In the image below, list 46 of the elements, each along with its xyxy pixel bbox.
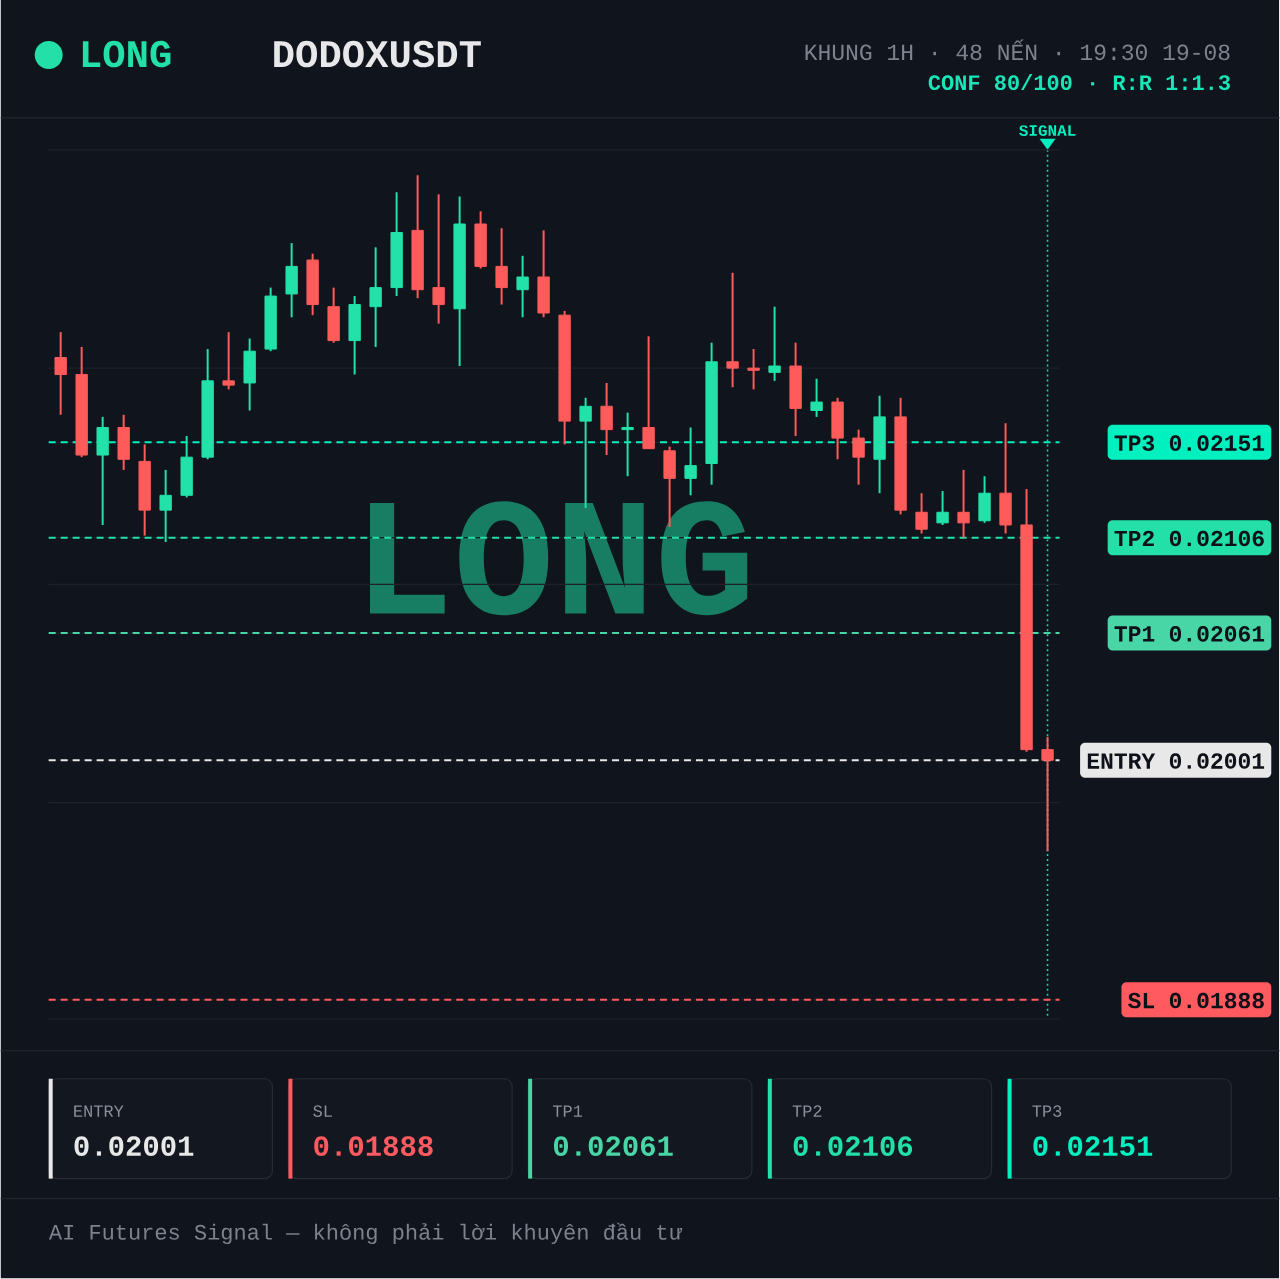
text: KHUNG 1H · 48 NẾN · 19:30 19-08 — [805, 39, 1230, 61]
text: TP2 — [792, 1105, 822, 1117]
ref-line-label: SL — [1128, 993, 1155, 1009]
candlestick — [54, 331, 67, 417]
candlestick — [222, 331, 235, 391]
candlestick — [852, 428, 865, 486]
chart-subtitle: DODOXUSDT — [274, 41, 481, 68]
candlestick — [369, 246, 382, 349]
text: TP3 — [1032, 1105, 1062, 1118]
ref-line-label: ENTRY — [1087, 753, 1156, 769]
text: 0.02151 — [1033, 1136, 1153, 1157]
y-tick-label: 0.02106 — [1169, 530, 1264, 547]
candlestick — [432, 193, 445, 325]
candlestick — [1041, 736, 1054, 853]
text: 0.02106 — [793, 1136, 913, 1157]
y-tick-label: 0.02151 — [1169, 435, 1265, 452]
text: SL — [313, 1105, 332, 1118]
candlestick — [768, 305, 781, 383]
candlestick — [726, 272, 739, 389]
candlestick — [684, 426, 697, 497]
candlestick — [810, 377, 823, 419]
text: CONF 80/100 · R:R 1:1.3 — [928, 74, 1230, 91]
ref-line-label: TP2 — [1114, 530, 1154, 547]
text: AI Futures Signal — không phải lời khuyên đầu tư — [48, 1222, 683, 1245]
text: 0.02001 — [74, 1136, 194, 1157]
ref-line-label: TP1 — [1114, 626, 1155, 642]
text: SIGNAL — [1019, 125, 1076, 137]
candlestick — [747, 348, 760, 391]
chart-title: LONG — [82, 41, 171, 68]
text: 0.02061 — [553, 1136, 673, 1157]
candlestick — [915, 492, 928, 535]
ref-line-label: TP3 — [1114, 435, 1155, 452]
text: 0.01888 — [314, 1136, 433, 1157]
candlestick — [516, 255, 529, 319]
text: TP1 — [552, 1105, 583, 1117]
candlestick — [495, 227, 508, 306]
y-tick-label: 0.01888 — [1169, 993, 1264, 1009]
candlestick — [957, 469, 970, 539]
y-tick-label: 0.02061 — [1169, 626, 1265, 642]
candlestick — [621, 411, 634, 478]
y-tick-label: 0.02001 — [1169, 753, 1265, 770]
text: ENTRY — [74, 1105, 124, 1117]
text: LONG — [370, 501, 748, 616]
candlestick — [600, 382, 613, 457]
candlestick — [642, 335, 655, 450]
candlestick — [936, 490, 949, 527]
